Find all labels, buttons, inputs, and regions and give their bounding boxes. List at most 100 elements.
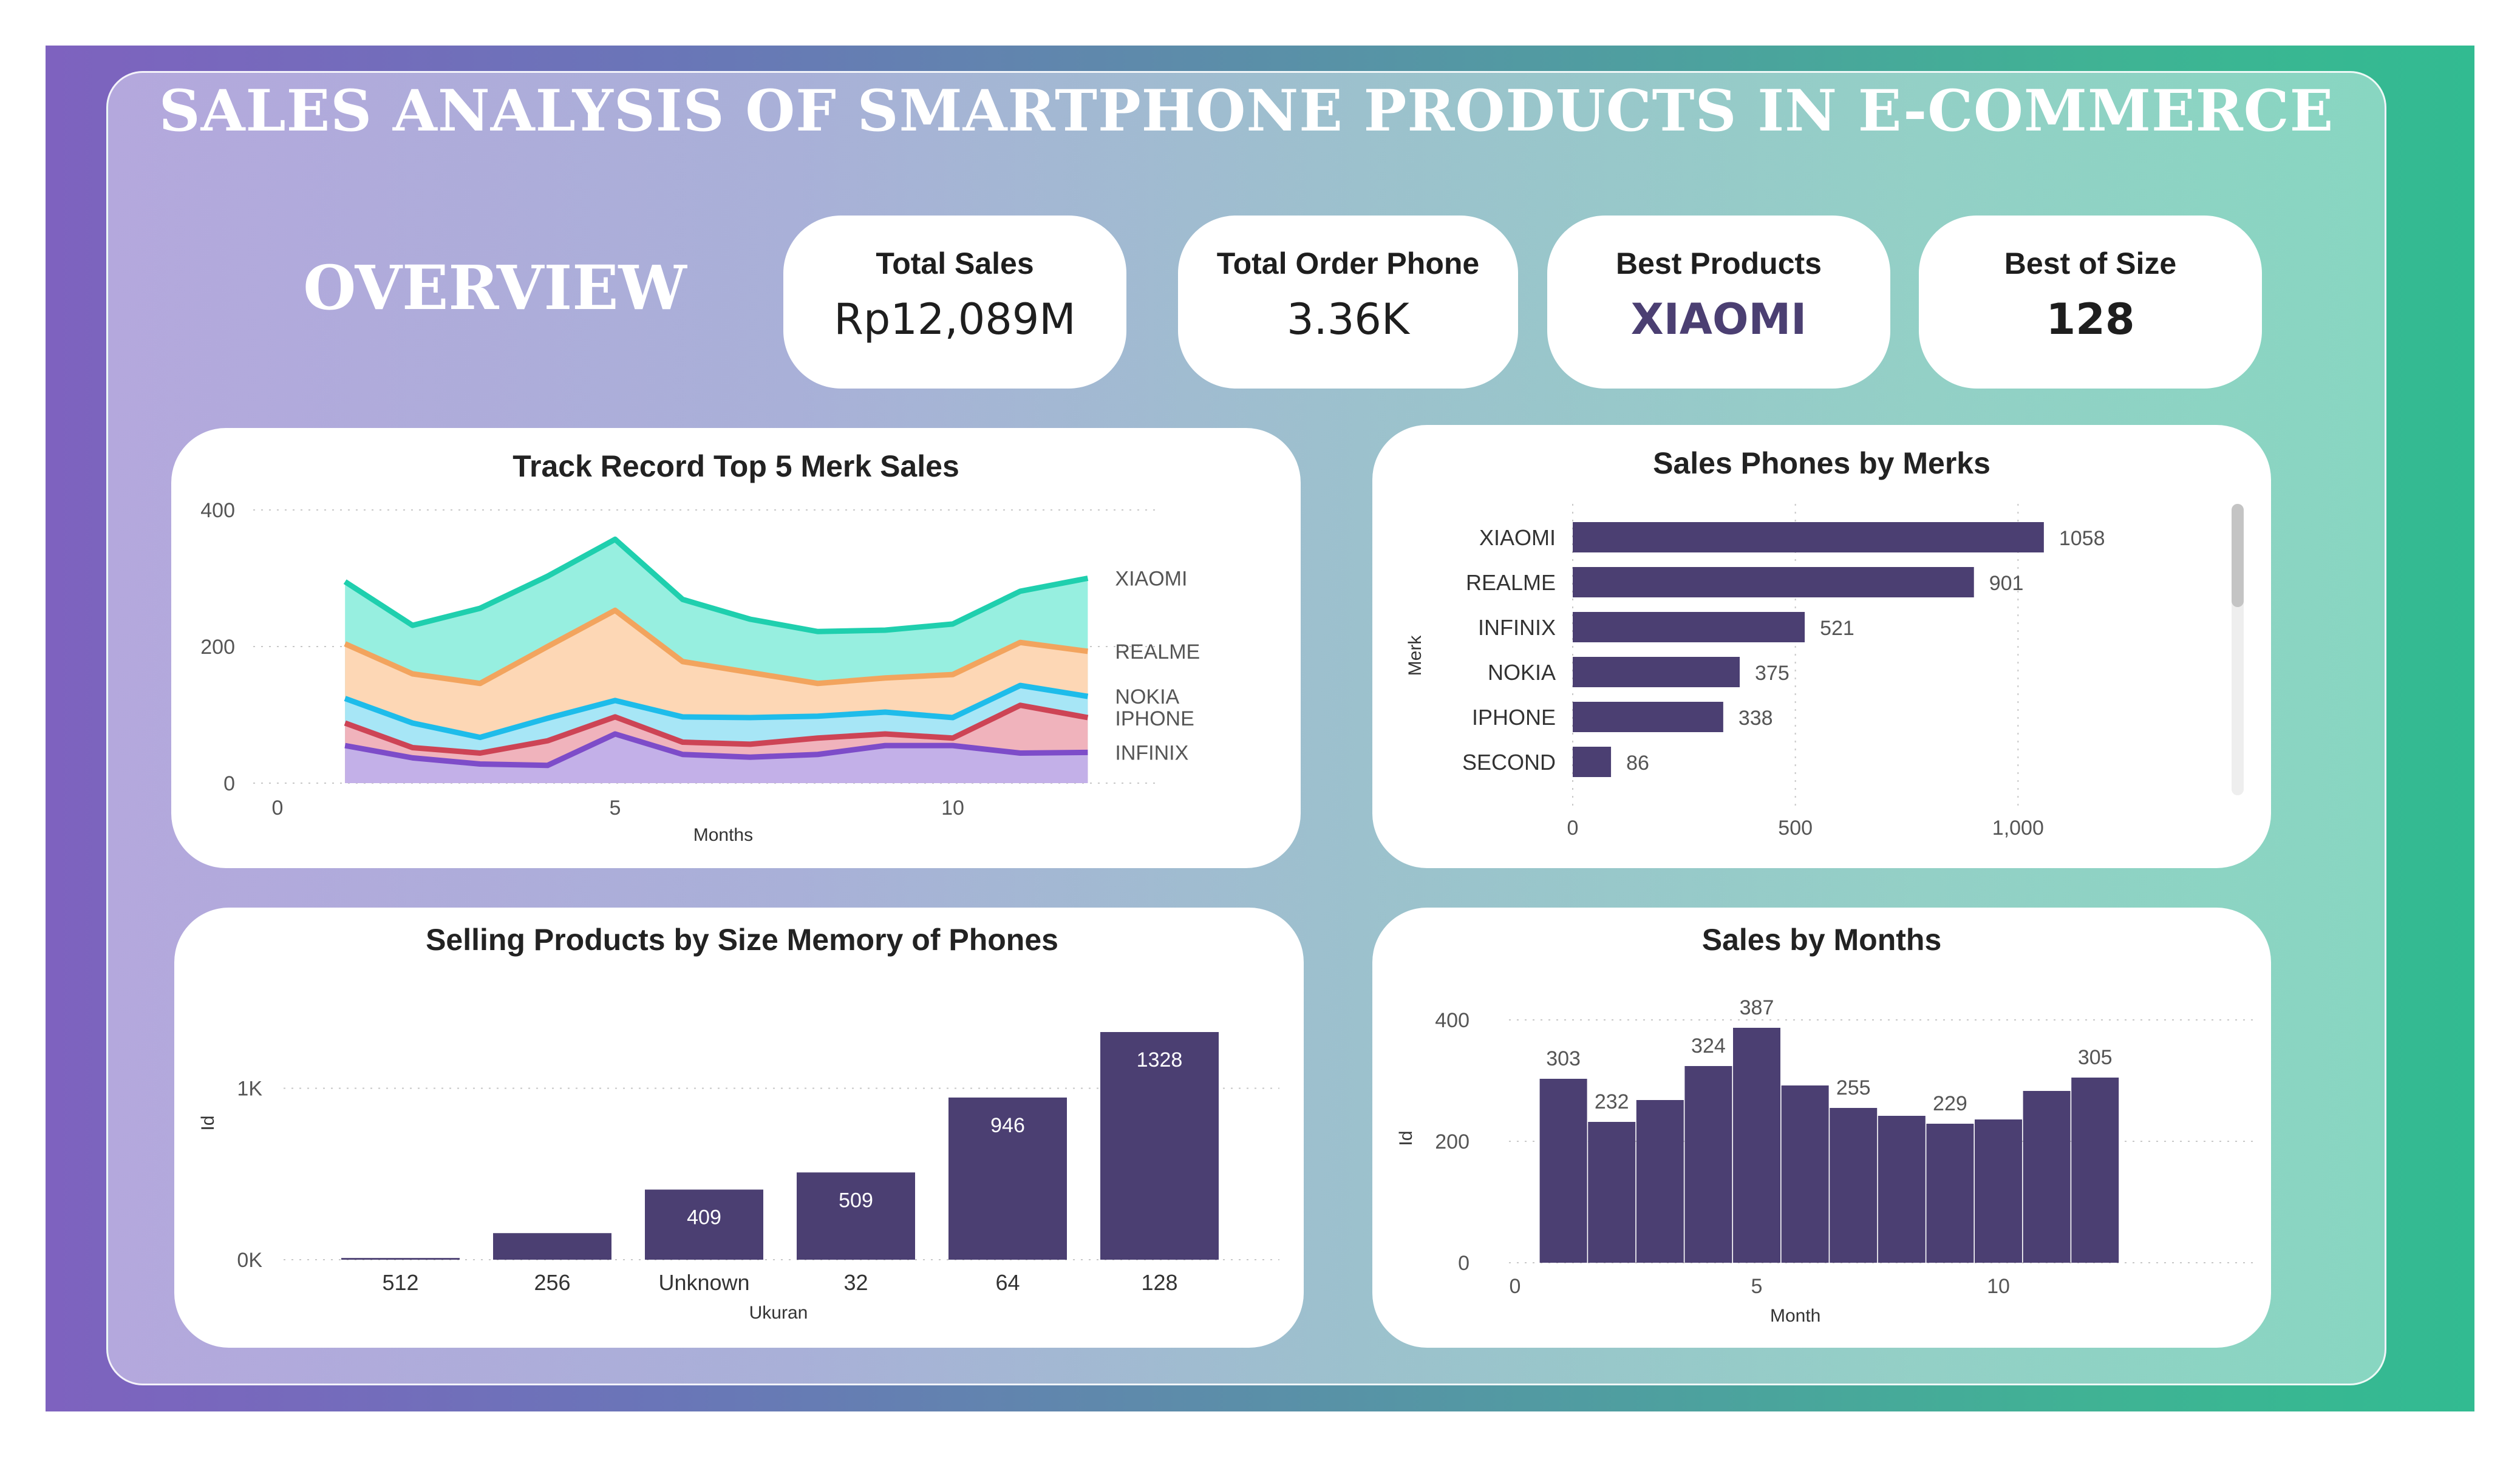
- bar: [1573, 702, 1723, 732]
- category-label: Unknown: [658, 1270, 749, 1295]
- bar: [1100, 1032, 1219, 1260]
- x-tick-label: 500: [1778, 817, 1813, 840]
- data-label: 229: [1933, 1092, 1967, 1115]
- category-label: REALME: [1466, 570, 1556, 595]
- x-tick-label: 10: [1987, 1275, 2010, 1298]
- line-xiaomi: [343, 536, 1089, 634]
- y-tick-label: 400: [1435, 1009, 1469, 1032]
- kpi-value: 128: [2046, 294, 2135, 344]
- y-axis-title: Id: [1396, 1130, 1416, 1146]
- kpi-total-sales[interactable]: Total Sales Rp12,089M: [783, 216, 1126, 389]
- bar: [1733, 1028, 1780, 1263]
- category-label: NOKIA: [1488, 660, 1556, 685]
- y-tick-label: 0K: [237, 1249, 262, 1272]
- category-label: 256: [534, 1270, 570, 1295]
- data-label: 338: [1738, 707, 1773, 730]
- line-nokia: [344, 682, 1089, 741]
- bar: [2071, 1078, 2119, 1263]
- series-label-realme: REALME: [1115, 640, 1200, 664]
- bar: [1636, 1100, 1684, 1263]
- category-label: 512: [382, 1270, 418, 1295]
- merks-card[interactable]: Sales Phones by Merks 0 500 1,000 Merk XIAOMI…: [1372, 425, 2271, 868]
- bar: [1588, 1122, 1636, 1263]
- bar: [1539, 1079, 1587, 1263]
- data-label: 1328: [1137, 1048, 1183, 1072]
- category-label: INFINIX: [1478, 615, 1556, 640]
- data-label: 521: [1820, 617, 1854, 640]
- series-label-iphone: IPHONE: [1115, 707, 1194, 730]
- y-tick-label: 400: [200, 499, 235, 522]
- size-memory-card[interactable]: Selling Products by Size Memory of Phone…: [174, 908, 1304, 1348]
- category-label: 32: [843, 1270, 868, 1295]
- track-record-chart[interactable]: Track Record Top 5 Merk Sales 0 200 400 0 5 10…: [171, 428, 1301, 868]
- y-tick-label: 0: [1458, 1252, 1469, 1275]
- y-axis-title: Id: [198, 1115, 218, 1130]
- y-tick-label: 200: [1435, 1130, 1469, 1153]
- chart-title: Sales by Months: [1702, 923, 1942, 957]
- merks-chart[interactable]: Sales Phones by Merks 0 500 1,000 Merk XIAOMI…: [1372, 425, 2271, 868]
- series-label-infinix: INFINIX: [1115, 741, 1188, 764]
- kpi-total-order[interactable]: Total Order Phone 3.36K: [1178, 216, 1518, 389]
- data-label: 305: [2078, 1046, 2113, 1069]
- y-axis-title: Merk: [1405, 635, 1425, 676]
- bar: [1830, 1108, 1878, 1263]
- chart-title: Track Record Top 5 Merk Sales: [513, 449, 959, 483]
- bar: [1926, 1124, 1974, 1263]
- data-label: 946: [990, 1114, 1025, 1137]
- months-chart[interactable]: Sales by Months 0 200 400 0 5 10 Id Month 303 232 3…: [1372, 908, 2271, 1348]
- x-tick-label: 0: [1567, 817, 1579, 840]
- bar: [2023, 1091, 2071, 1263]
- bar: [493, 1233, 611, 1260]
- track-record-card[interactable]: Track Record Top 5 Merk Sales 0 200 400 0 5 10…: [171, 428, 1301, 868]
- bar: [1781, 1085, 1829, 1263]
- kpi-label: Best Products: [1616, 246, 1822, 280]
- kpi-label: Total Sales: [876, 246, 1034, 280]
- bar: [645, 1189, 763, 1260]
- kpi-label: Best of Size: [2004, 246, 2177, 280]
- category-label: 128: [1141, 1270, 1177, 1295]
- data-label: 509: [839, 1189, 873, 1212]
- x-tick-label: 0: [272, 796, 284, 820]
- data-label: 387: [1740, 996, 1774, 1019]
- kpi-value: Rp12,089M: [834, 294, 1076, 344]
- data-label: 375: [1755, 662, 1790, 685]
- bar: [341, 1258, 460, 1260]
- y-tick-label: 0: [223, 772, 235, 795]
- category-label: IPHONE: [1472, 705, 1556, 730]
- x-tick-label: 1,000: [1992, 817, 2044, 840]
- chart-title: Selling Products by Size Memory of Phone…: [426, 923, 1058, 957]
- bar: [948, 1097, 1067, 1260]
- chart-title: Sales Phones by Merks: [1653, 446, 1990, 480]
- kpi-label: Total Order Phone: [1216, 246, 1480, 280]
- months-card[interactable]: Sales by Months 0 200 400 0 5 10 Id Month 303 232 3…: [1372, 908, 2271, 1348]
- bar: [1573, 747, 1612, 777]
- data-label: 303: [1546, 1047, 1581, 1070]
- bar: [1573, 522, 2044, 552]
- kpi-best-products[interactable]: Best Products XIAOMI: [1547, 216, 1890, 389]
- bar: [1975, 1119, 2022, 1263]
- series-label-xiaomi: XIAOMI: [1115, 568, 1187, 591]
- bar: [797, 1172, 915, 1260]
- size-memory-chart[interactable]: Selling Products by Size Memory of Phone…: [174, 908, 1304, 1348]
- data-label: 232: [1595, 1090, 1629, 1113]
- category-label: 64: [995, 1270, 1020, 1295]
- bar: [1573, 612, 1805, 642]
- line-infinix: [344, 731, 1088, 769]
- x-tick-label: 10: [941, 796, 964, 820]
- bar: [1573, 567, 1974, 597]
- category-label: XIAOMI: [1479, 525, 1556, 550]
- x-tick-label: 5: [1751, 1275, 1763, 1298]
- data-label: 324: [1691, 1034, 1726, 1058]
- data-label: 1058: [2059, 527, 2105, 550]
- x-tick-label: 0: [1510, 1275, 1521, 1298]
- data-label: 86: [1626, 752, 1649, 775]
- x-axis-title: Months: [693, 825, 753, 845]
- category-label: SECOND: [1462, 750, 1556, 775]
- dashboard-title: SALES ANALYSIS OF SMARTPHONE PRODUCTS IN…: [158, 78, 2334, 144]
- scrollbar-thumb[interactable]: [2232, 504, 2244, 607]
- y-tick-label: 200: [200, 636, 235, 659]
- kpi-best-size[interactable]: Best of Size 128: [1919, 216, 2262, 389]
- kpi-value: 3.36K: [1287, 294, 1409, 344]
- overview-heading: OVERVIEW: [303, 252, 687, 324]
- bar: [1573, 657, 1740, 687]
